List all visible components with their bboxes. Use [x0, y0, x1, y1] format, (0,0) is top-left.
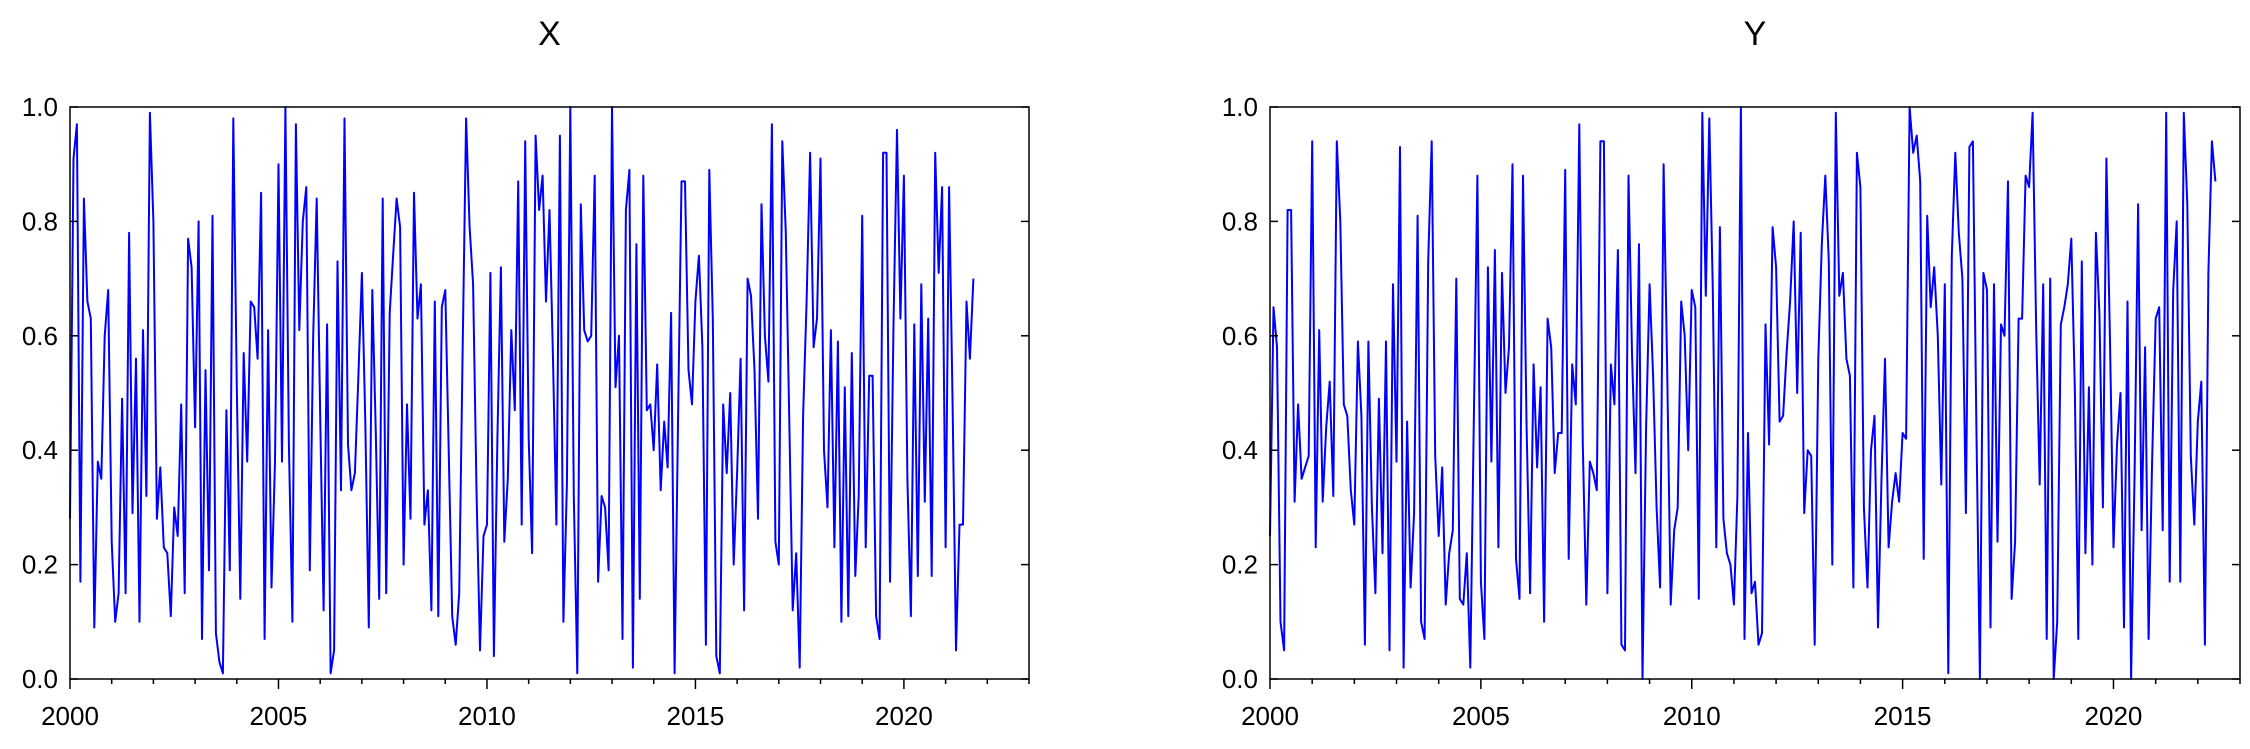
chart-x-y-tick-label: 0.2	[22, 550, 58, 580]
chart-x-x-tick-label: 2000	[41, 701, 99, 731]
chart-y-y-tick-label: 0.0	[1222, 664, 1258, 694]
chart-x-x-tick-label: 2015	[667, 701, 725, 731]
chart-x-y-tick-label: 0.8	[22, 206, 58, 236]
chart-y-y-tick-label: 0.8	[1222, 206, 1258, 236]
chart-y-x-tick-label: 2010	[1663, 701, 1721, 731]
chart-y-x-tick-label: 2020	[2085, 701, 2143, 731]
chart-y-plot-frame	[1269, 106, 2241, 680]
chart-y-y-tick-label: 0.6	[1222, 321, 1258, 351]
chart-x: X 0.0 0.2 0.4 0.6 0.8 1.0 2000 2005 2010 2015 2020	[22, 15, 1030, 731]
chart-x-x-tick-label: 2020	[875, 701, 933, 731]
chart-x-y-tick-label: 0.4	[22, 435, 58, 465]
chart-x-x-tick-label: 2010	[458, 701, 516, 731]
chart-y-series-line	[1269, 106, 2217, 680]
chart-x-series-line	[69, 106, 975, 675]
chart-x-plot-frame	[69, 106, 1030, 680]
chart-y-title: Y	[1744, 15, 1767, 53]
chart-x-y-tick-label: 0.6	[22, 321, 58, 351]
chart-x-panel: X 0.0 0.2 0.4 0.6 0.8 1.0 2000 2005 2010 2015 2020	[22, 15, 1030, 731]
chart-x-y-tick-label: 1.0	[22, 92, 58, 122]
chart-x-y-tick-label: 0.0	[22, 664, 58, 694]
chart-y-x-tick-label: 2015	[1874, 701, 1932, 731]
chart-y-x-tick-label: 2005	[1452, 701, 1510, 731]
chart-y-y-tick-label: 0.4	[1222, 435, 1258, 465]
chart-y-y-tick-label: 1.0	[1222, 92, 1258, 122]
chart-y-y-tick-label: 0.2	[1222, 550, 1258, 580]
chart-x-title: X	[538, 15, 561, 53]
chart-y-panel: Y 0.0 0.2 0.4 0.6 0.8 1.0 2000 2005 2010 2015 2020	[1125, 0, 2250, 749]
chart-y: Y 0.0 0.2 0.4 0.6 0.8 1.0 2000 2005 2010 2015 2020	[1222, 15, 2241, 731]
chart-y-x-tick-label: 2000	[1241, 701, 1299, 731]
chart-x-x-tick-label: 2005	[250, 701, 308, 731]
